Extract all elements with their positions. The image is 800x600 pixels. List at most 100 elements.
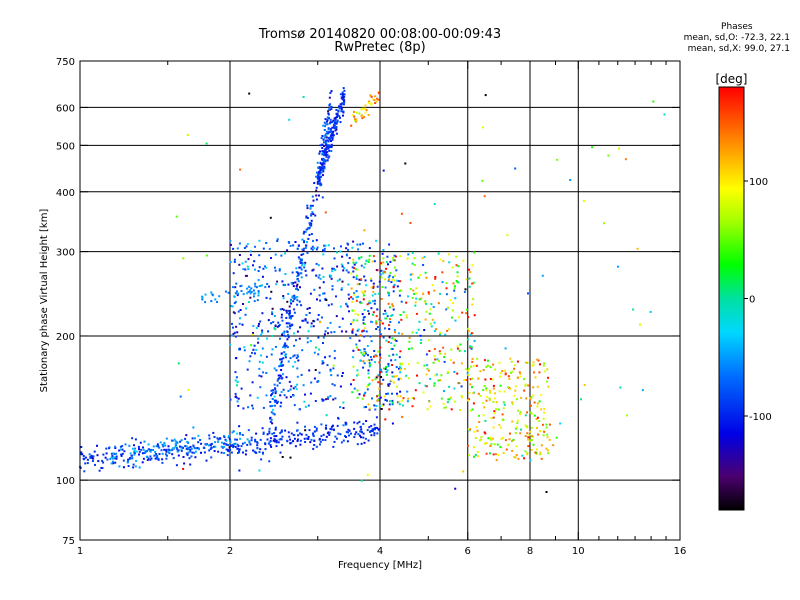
data-point (368, 364, 371, 366)
data-point (303, 230, 306, 233)
data-point (320, 435, 323, 438)
data-point (381, 322, 384, 325)
data-point (314, 400, 317, 402)
data-point (299, 261, 302, 264)
data-point (266, 438, 269, 441)
data-point (264, 448, 267, 451)
data-point (98, 469, 101, 472)
data-point (232, 332, 235, 335)
data-point (280, 430, 283, 433)
data-point (128, 458, 131, 461)
data-point (636, 247, 639, 250)
x-tick-label: 4 (377, 546, 383, 557)
data-point (524, 450, 527, 453)
data-point (327, 137, 330, 139)
data-point (391, 337, 394, 340)
data-point (232, 311, 235, 314)
data-point (463, 290, 466, 293)
data-point (476, 429, 479, 432)
data-point (262, 247, 265, 250)
data-point (200, 451, 202, 454)
data-point (470, 347, 473, 350)
data-point (321, 151, 324, 154)
data-point (378, 387, 381, 390)
data-point (392, 286, 395, 289)
data-point (330, 108, 333, 110)
data-point (158, 453, 161, 455)
data-point (368, 100, 370, 103)
data-point (350, 432, 352, 435)
data-point (184, 437, 187, 440)
data-point (348, 429, 351, 432)
data-point (545, 426, 548, 429)
data-point (390, 342, 393, 344)
data-point (368, 426, 371, 429)
data-point (251, 351, 253, 354)
data-point (145, 450, 148, 453)
data-point (299, 439, 302, 442)
data-point (80, 446, 83, 448)
data-point (365, 406, 367, 408)
data-point (246, 287, 249, 290)
data-point (296, 421, 299, 424)
data-point (320, 423, 323, 426)
data-point (345, 253, 348, 256)
data-point (484, 419, 487, 422)
data-point (360, 428, 363, 431)
data-point (315, 429, 318, 432)
data-point (394, 331, 396, 334)
data-point (339, 116, 341, 119)
data-point (388, 306, 391, 309)
data-point (275, 441, 278, 444)
data-point (504, 369, 507, 372)
data-point (227, 450, 230, 453)
data-point (84, 462, 87, 465)
data-point (301, 264, 304, 267)
data-point (342, 401, 345, 404)
data-point (440, 397, 443, 400)
data-point (363, 348, 366, 351)
data-point (96, 444, 98, 447)
data-point (366, 473, 369, 476)
data-point (296, 271, 299, 274)
data-point (493, 443, 496, 446)
data-point (368, 362, 371, 364)
data-point (355, 333, 358, 336)
data-point (414, 301, 417, 304)
x-tick-label: 6 (465, 546, 471, 557)
data-point (408, 340, 411, 343)
data-point (297, 288, 299, 291)
data-point (265, 296, 268, 299)
data-point (357, 328, 360, 331)
data-point (526, 411, 528, 414)
data-point (464, 288, 467, 291)
data-point (371, 428, 374, 431)
data-point (530, 449, 533, 451)
data-point (521, 454, 524, 457)
data-point (471, 386, 473, 389)
data-point (371, 430, 374, 432)
data-point (489, 436, 492, 439)
data-point (359, 334, 362, 337)
data-point (255, 348, 258, 351)
data-point (229, 448, 232, 451)
data-point (167, 445, 170, 448)
data-point (399, 314, 402, 316)
data-point (83, 470, 86, 473)
data-point (362, 366, 365, 369)
data-point (335, 108, 338, 111)
data-point (495, 401, 498, 404)
data-point (439, 333, 441, 336)
data-point (105, 447, 108, 450)
data-point (393, 338, 396, 341)
data-point (511, 449, 514, 452)
data-point (494, 397, 496, 400)
data-point (358, 112, 361, 115)
data-point (273, 383, 276, 386)
data-point (327, 132, 330, 135)
data-point (175, 215, 178, 218)
data-point (348, 434, 350, 437)
data-point (399, 368, 402, 371)
data-point (304, 425, 306, 428)
data-point (429, 322, 432, 325)
